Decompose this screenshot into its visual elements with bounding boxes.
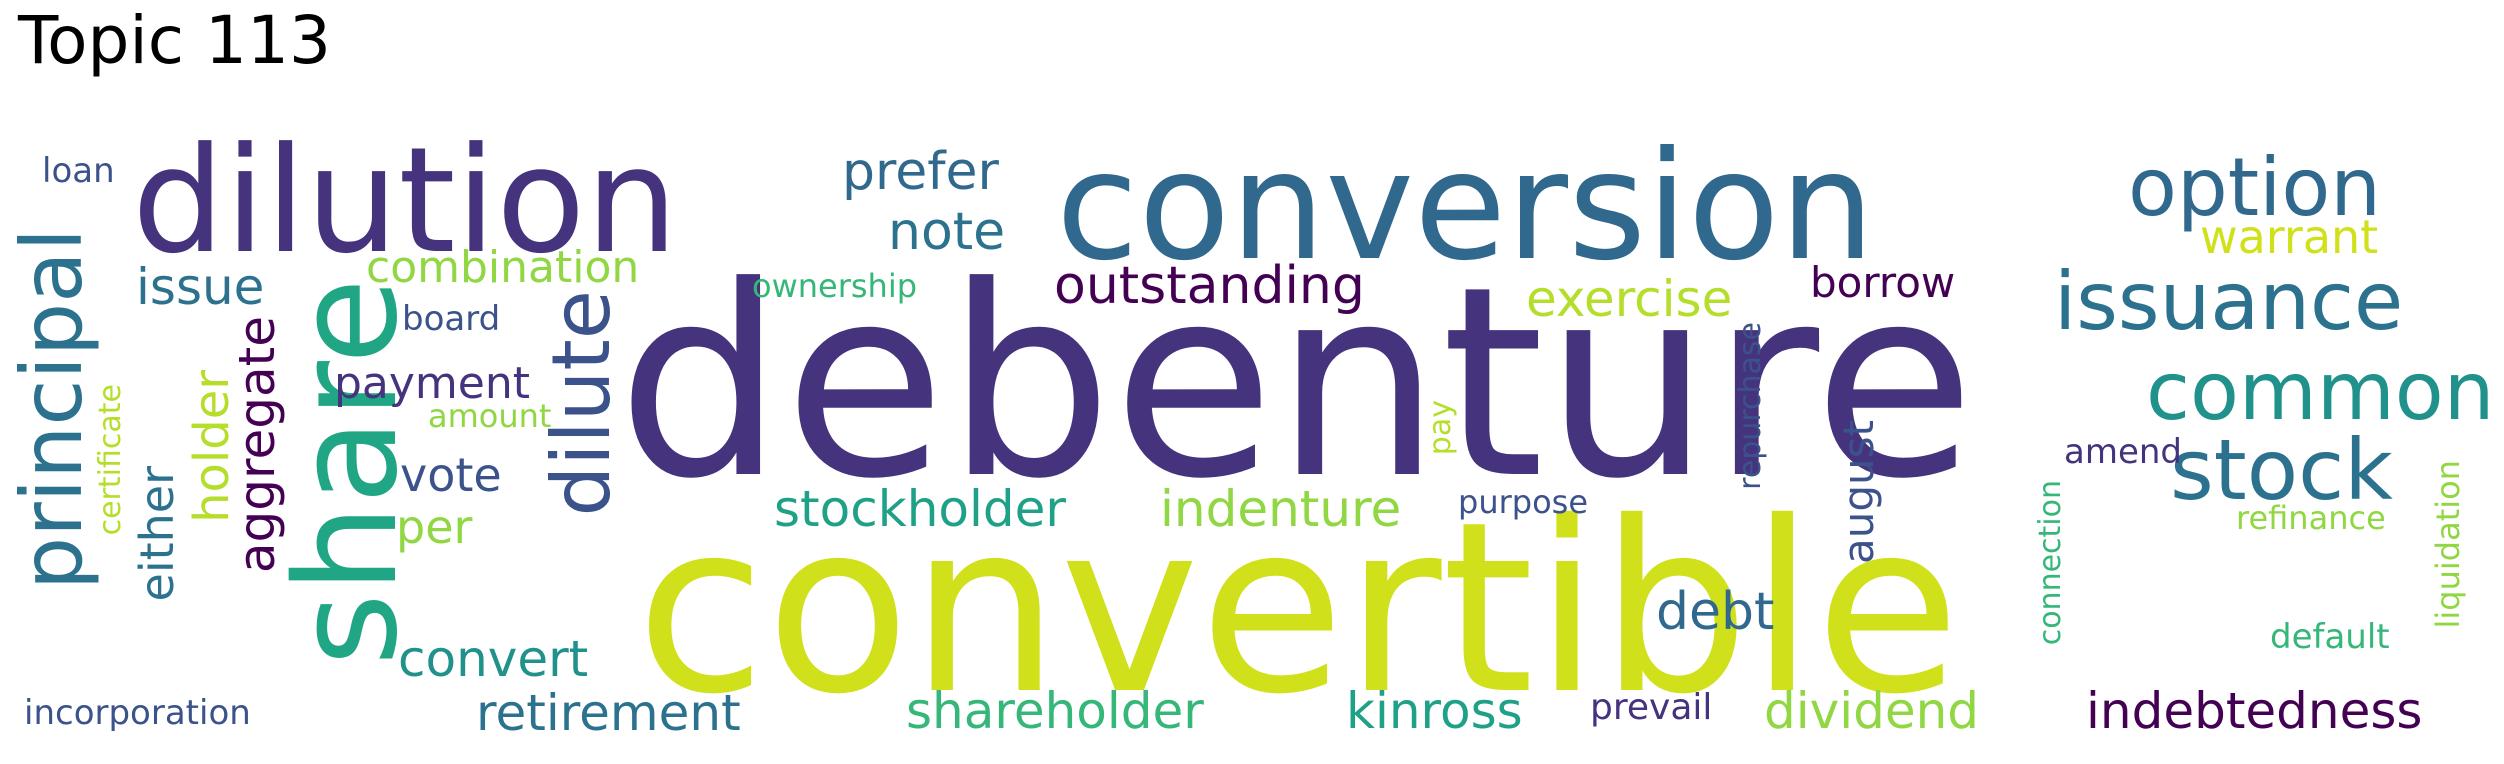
word-per: per	[396, 500, 473, 554]
word-payment: payment	[334, 358, 531, 409]
word-amend: amend	[2064, 432, 2183, 472]
word-exercise: exercise	[1526, 270, 1733, 328]
word-incorporation: incorporation	[24, 693, 251, 733]
word-outstanding: outstanding	[1054, 256, 1365, 316]
word-shareholder: shareholder	[906, 682, 1204, 740]
word-pay: pay	[1423, 400, 1458, 456]
word-august: august	[1834, 420, 1883, 564]
word-common: common	[2146, 345, 2495, 438]
word-retirement: retirement	[476, 684, 741, 742]
word-purpose: purpose	[1458, 483, 1588, 521]
word-stockholder: stockholder	[774, 480, 1066, 538]
word-prevail: prevail	[1590, 687, 1713, 728]
word-default: default	[2270, 617, 2390, 657]
word-indebtedness: indebtedness	[2086, 682, 2423, 740]
word-convert: convert	[398, 630, 589, 688]
word-principal: principal	[3, 228, 101, 591]
word-dilution: dilution	[132, 116, 679, 286]
word-kinross: kinross	[1346, 682, 1523, 740]
word-conversion: conversion	[1056, 120, 1875, 294]
word-dilute: dilute	[535, 290, 628, 517]
word-amount: amount	[428, 397, 552, 435]
word-dividend: dividend	[1764, 682, 1980, 740]
word-option: option	[2128, 141, 2381, 234]
word-convertible: convertible	[636, 471, 1961, 746]
word-holder: holder	[184, 370, 240, 523]
word-either: either	[130, 466, 184, 602]
word-debt: debt	[1656, 582, 1775, 642]
word-borrow: borrow	[1810, 258, 1956, 307]
word-board: board	[402, 299, 501, 339]
word-certificate: certificate	[93, 384, 128, 536]
word-liquidation: liquidation	[2429, 460, 2467, 629]
word-connection: connection	[2033, 480, 2068, 646]
word-note: note	[888, 202, 1006, 262]
word-repurchase: repurchase	[1733, 322, 1768, 490]
word-refinance: refinance	[2236, 499, 2386, 537]
word-issue: issue	[136, 258, 265, 316]
word-debenture: debenture	[617, 231, 1976, 537]
word-issuance: issuance	[2054, 255, 2404, 348]
word-vote: vote	[400, 448, 502, 502]
word-loan: loan	[42, 151, 115, 191]
word-combination: combination	[366, 242, 640, 293]
word-indenture: indenture	[1160, 480, 1402, 538]
word-stock: stock	[2170, 421, 2393, 519]
word-prefer: prefer	[842, 142, 999, 202]
word-share: share	[266, 278, 429, 667]
word-ownership: ownership	[752, 267, 918, 305]
page-title: Topic 113	[18, 2, 331, 79]
word-warrant: warrant	[2200, 210, 2379, 264]
